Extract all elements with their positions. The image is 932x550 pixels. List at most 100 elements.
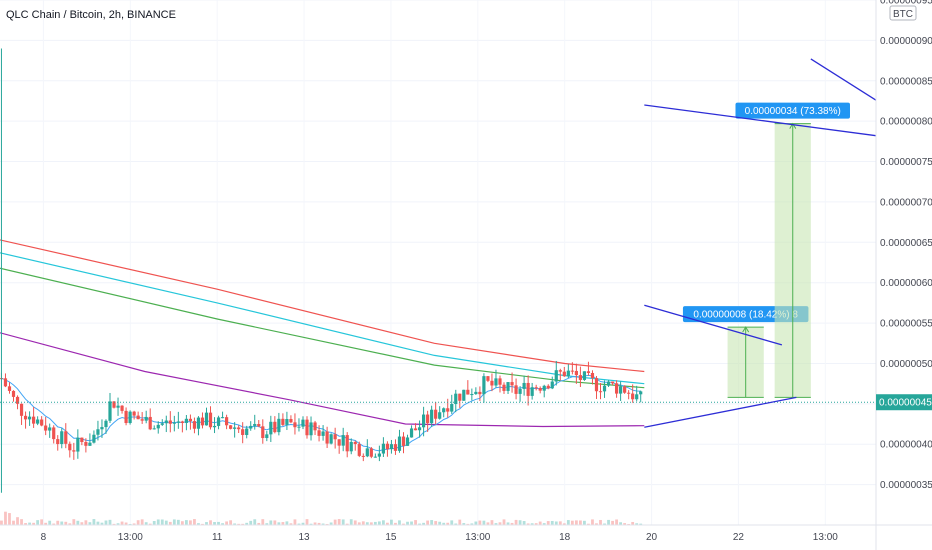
volume-bar: [458, 519, 462, 525]
candle: [96, 429, 100, 435]
trendline: [644, 304, 783, 346]
volume-bar: [566, 520, 570, 525]
volume-bar: [92, 519, 96, 525]
y-tick-label: 0.00000060: [880, 278, 932, 289]
volume-bar: [112, 523, 116, 525]
volume-bar: [225, 521, 228, 525]
volume-bar: [349, 519, 353, 525]
volume-bar: [410, 521, 413, 525]
candle: [72, 450, 76, 452]
volume-bar: [534, 523, 538, 525]
y-tick-label: 0.00000070: [880, 197, 932, 208]
grid: [0, 0, 876, 525]
moving-averages: [0, 239, 645, 452]
candle: [241, 429, 245, 435]
volume-bar: [365, 522, 369, 525]
volume-bar: [168, 521, 172, 525]
candle: [140, 419, 144, 421]
volume-bar: [176, 519, 180, 525]
volume-bar: [611, 520, 614, 525]
volume-bar: [233, 523, 237, 525]
volume-bar: [599, 519, 602, 525]
candle: [261, 426, 265, 439]
volume-bar: [221, 523, 224, 525]
candle: [56, 439, 60, 445]
volume-bar: [619, 522, 623, 525]
volume-bar: [454, 523, 458, 525]
candle: [417, 427, 422, 431]
candle: [570, 370, 574, 372]
volume-bar: [526, 523, 530, 525]
candle: [478, 391, 482, 395]
volume-bar: [100, 522, 104, 525]
candle: [92, 434, 96, 443]
moving-average-line: [0, 332, 645, 428]
volume-bar: [333, 519, 337, 525]
volume-bar: [160, 519, 164, 525]
candle: [530, 387, 534, 396]
projection-arrowhead: [742, 326, 750, 333]
volume-bar: [574, 520, 578, 525]
volume-bar: [152, 520, 156, 525]
candle: [265, 434, 269, 439]
volume-bar: [193, 519, 196, 525]
trendline: [644, 104, 877, 137]
candle: [446, 408, 450, 412]
volume-bar: [237, 523, 241, 525]
volume-bar: [542, 523, 546, 525]
candle: [430, 409, 434, 424]
volume-bar: [510, 522, 514, 525]
volume-bar: [213, 522, 216, 525]
candle: [482, 376, 486, 395]
candle: [160, 423, 164, 425]
candle: [558, 370, 562, 372]
candle: [289, 418, 293, 423]
volume-bar: [430, 520, 434, 525]
volume-bar: [377, 521, 381, 525]
candle: [506, 382, 510, 391]
volume-bar: [538, 521, 542, 525]
x-axis-ticks: 8 13:00 11 13 15 13:00 18 20 22 13:00: [41, 532, 839, 543]
candle: [586, 371, 591, 373]
volume-bar: [373, 521, 377, 525]
candle: [450, 404, 454, 412]
candle: [84, 442, 88, 446]
y-tick-label: 0.00000040: [880, 440, 932, 451]
candle: [11, 390, 16, 397]
projection-label: 0.00000008 (18.42%) 8: [693, 310, 798, 321]
volume-bar: [257, 522, 261, 525]
candle: [598, 391, 603, 393]
volume-bar: [12, 520, 15, 525]
candle: [413, 428, 418, 431]
candle: [309, 422, 313, 436]
volume-bar: [180, 521, 184, 525]
volume-bar: [498, 522, 502, 525]
volume-bar: [502, 519, 506, 525]
candle: [3, 378, 8, 387]
volume-bar: [84, 520, 88, 525]
candle: [212, 425, 217, 428]
trendline: [644, 396, 797, 428]
candle: [389, 444, 394, 450]
volume-bar: [446, 522, 450, 525]
volume-bar: [156, 519, 160, 525]
volume-bar: [28, 522, 31, 525]
candle: [229, 425, 233, 429]
volume-bar: [0, 520, 3, 525]
y-tick-label: 0.00000055: [880, 319, 932, 330]
volume-bar: [353, 520, 357, 525]
candle: [156, 424, 160, 429]
candle: [313, 422, 317, 431]
candle: [526, 382, 530, 396]
candle: [32, 416, 36, 424]
candle: [281, 418, 285, 425]
x-tick-label: 13:00: [465, 532, 490, 543]
volume-bar: [583, 520, 586, 525]
volume-bar: [96, 521, 100, 525]
volume-bar: [16, 517, 19, 525]
candle: [562, 371, 566, 377]
candle: [68, 443, 72, 451]
y-tick-label: 0.00000050: [880, 359, 932, 370]
